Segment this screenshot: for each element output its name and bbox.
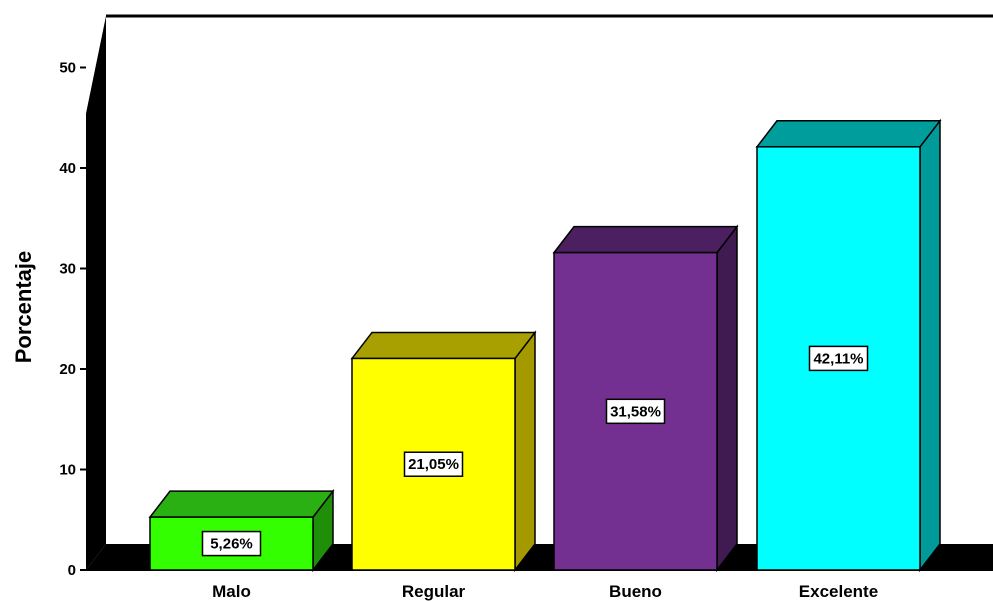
bar-top-face <box>350 331 537 360</box>
bar-excelente: 42,11% <box>755 118 942 573</box>
y-tick-label: 50 <box>59 60 76 77</box>
data-label-box <box>403 451 464 477</box>
x-axis: Malo Regular Bueno Excelente <box>212 582 878 601</box>
bar-top-face <box>755 120 942 148</box>
data-label-box <box>201 530 262 557</box>
x-tick-label: Regular <box>402 582 466 601</box>
bar-side-face <box>919 118 941 573</box>
bar-bueno: 31,58% <box>552 224 739 573</box>
data-label: 31,58% <box>610 403 661 420</box>
data-label: 21,05% <box>408 456 459 473</box>
y-axis: 0 10 20 30 40 50 <box>59 60 86 579</box>
data-label: 42,11% <box>813 350 863 367</box>
y-axis-title: Porcentaje <box>11 251 36 364</box>
x-tick-label: Malo <box>212 582 251 601</box>
bar-top-face <box>552 225 739 254</box>
bar-malo: 5,26% <box>148 488 335 573</box>
x-tick-label: Excelente <box>799 582 878 601</box>
y-tick-label: 0 <box>68 562 76 579</box>
data-label-box <box>808 345 869 372</box>
y-tick-label: 40 <box>59 160 76 177</box>
data-label-box <box>605 398 666 425</box>
left-wall <box>86 16 106 570</box>
x-tick-label: Bueno <box>609 582 662 601</box>
bar-side-face <box>514 330 536 573</box>
bar-regular: 21,05% <box>350 330 537 573</box>
bar-side-face <box>716 224 738 573</box>
y-tick-label: 10 <box>59 462 76 479</box>
data-label: 5,26% <box>210 536 253 553</box>
y-tick-label: 30 <box>59 261 76 278</box>
bars: 5,26% 21,05% 31,58% 42,11% <box>148 118 942 573</box>
bar-top-face <box>148 490 335 518</box>
y-tick-label: 20 <box>59 361 76 378</box>
